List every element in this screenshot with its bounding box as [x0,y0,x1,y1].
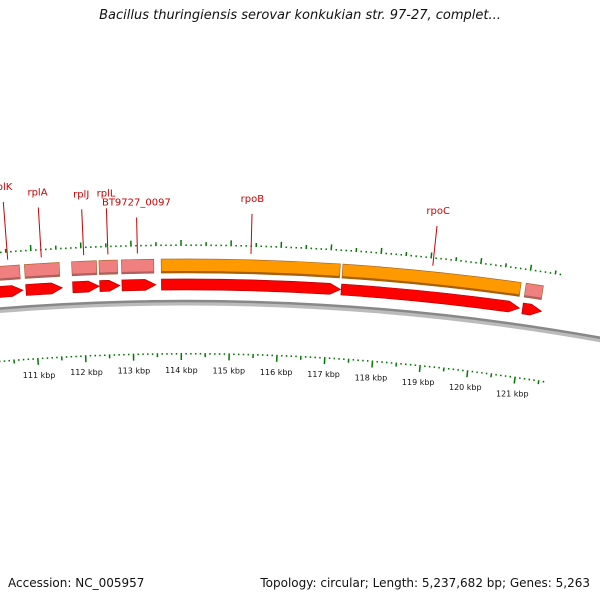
ticks-layer [0,240,562,385]
outer-tick [430,252,433,259]
cds-bar-edge [524,295,542,300]
gene-arrow [521,302,543,316]
labels-layer: 111 kbp 112 kbp 113 kbp 114 kbp 115 kbp 116 k… [0,182,529,399]
cds-bar-edge [161,270,340,278]
kbp-tick-label: 121 kbp [496,389,529,398]
gene-label: rpoB [241,194,265,205]
gene-label: rplJ [73,189,89,200]
gene-arrow [161,278,342,295]
cds-bar [160,258,341,279]
cds-bar-edge [121,271,154,274]
cds-bar [341,263,522,297]
gene-label-leader [105,208,109,255]
topology-text: Topology: circular; Length: 5,237,682 bp… [260,576,590,590]
kbp-tick-label: 119 kbp [402,378,435,387]
gene-arrow [72,280,100,294]
cds-bar-edge [99,272,118,275]
cds-bar-edge [0,276,21,281]
kbp-tick-label: 114 kbp [165,366,198,375]
inner-tick [490,373,493,378]
gene-label-leader [432,225,438,266]
inner-tick [537,380,540,385]
kbp-tick-label: 115 kbp [212,366,245,375]
gene-label: rplK [0,182,13,193]
kbp-tick-label: 112 kbp [70,368,103,377]
gene-arrow [99,279,121,292]
gene-label-leader [250,213,253,254]
accession-text: Accession: NC_005957 [8,576,145,590]
gene-arrow [0,285,24,298]
inner-tick [37,357,40,365]
kbp-tick-label: 113 kbp [118,367,151,376]
outer-tick [504,263,507,268]
outer-tick [380,247,383,254]
gene-label-leader [2,201,9,260]
gene-label: rplL [97,188,116,199]
gene-label: rplA [27,188,47,199]
gene-label-leader [37,207,42,258]
cds-bar [523,282,544,300]
genes-layer [0,258,544,316]
kbp-tick-label: 118 kbp [355,374,388,383]
gene-label-leader [81,209,85,256]
backbone-layer [0,299,600,343]
inner-tick [466,370,469,378]
kbp-tick-label: 117 kbp [307,370,340,379]
outer-tick [529,264,533,271]
backbone-shadow [0,300,600,343]
inner-tick [442,367,445,372]
map-title: Bacillus thuringiensis serovar konkukian… [99,8,501,23]
gene-arrow [25,282,64,296]
gene-label: BT9727_0097 [102,198,171,209]
inner-tick [418,364,421,372]
cds-bar [0,264,21,281]
gene-label: rpoC [426,206,450,217]
cds-bar-edge [341,276,520,297]
backbone-line [0,299,600,340]
outer-tick [554,270,557,275]
inner-tick [371,360,374,368]
gene-arrow [340,283,521,313]
inner-tick [513,376,516,384]
kbp-tick-label: 111 kbp [23,371,56,380]
cds-bar-edge [25,274,60,279]
cds-bar-edge [72,272,97,276]
gene-arrow [121,279,157,292]
kbp-tick-label: 116 kbp [260,368,293,377]
gene-label-leader [136,217,138,254]
kbp-tick-label: 120 kbp [449,383,482,392]
outer-tick [480,258,483,265]
